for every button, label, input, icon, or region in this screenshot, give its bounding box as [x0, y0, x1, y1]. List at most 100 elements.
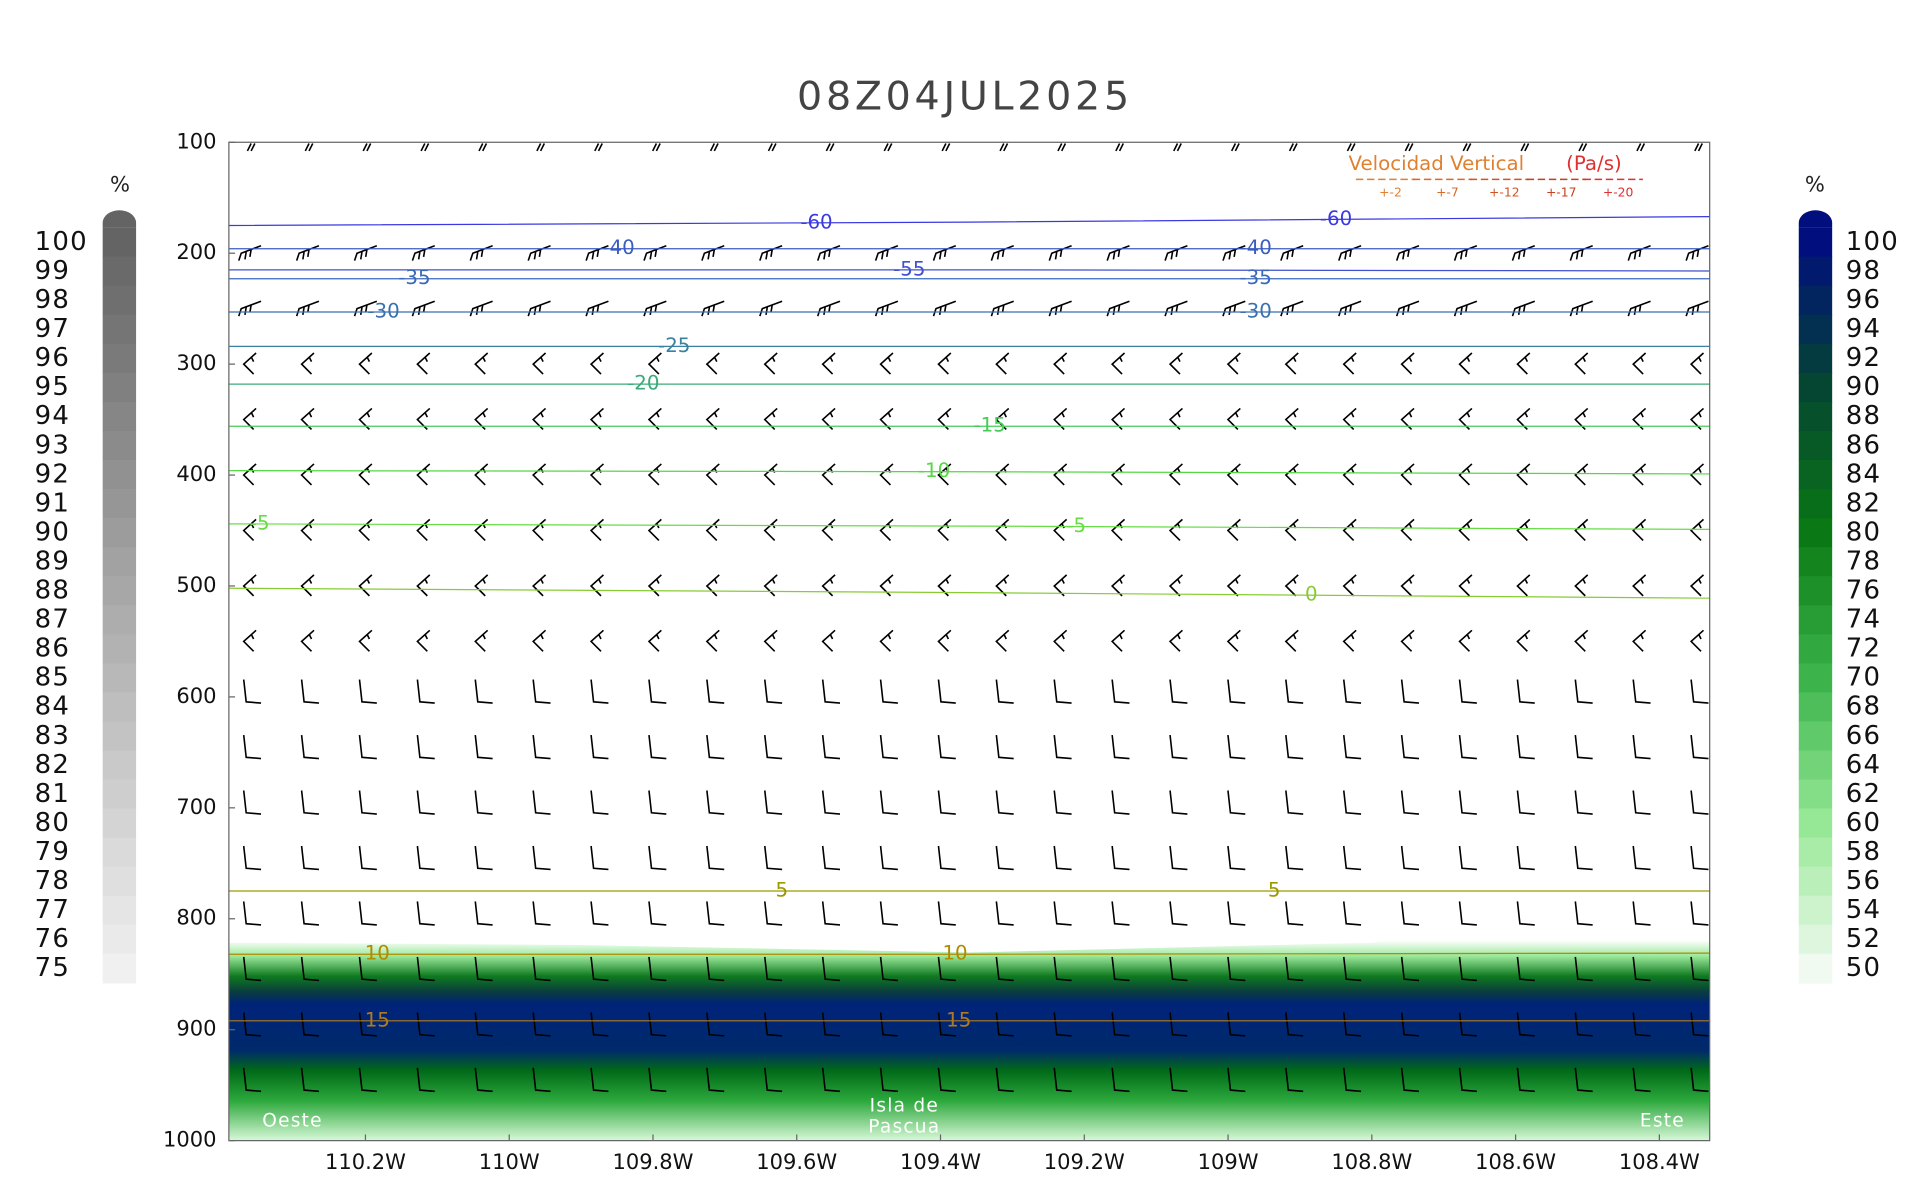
wind-barb: [705, 352, 720, 375]
colorbar-segment: [102, 692, 137, 723]
colorbar-segment: [102, 343, 137, 374]
wind-barb: [1053, 352, 1068, 375]
colorbar-segment: [1798, 256, 1833, 287]
colorbar-label: 91: [35, 488, 71, 518]
x-tick-label: 109.8W: [613, 1149, 694, 1174]
wind-barb: [416, 734, 435, 760]
wind-barb: [1400, 1067, 1420, 1093]
wind-barb: [821, 1012, 841, 1037]
wind-barb: [995, 901, 1014, 926]
wind-barb: [474, 518, 489, 541]
wind-barb: [879, 1012, 898, 1037]
contour-label: -20: [627, 372, 659, 395]
colorbar-label: 96: [35, 343, 71, 373]
wind-barb: [1285, 901, 1304, 926]
wind-barb: [1632, 734, 1651, 760]
wind-barb: [358, 1012, 377, 1037]
wind-barb: [353, 245, 378, 261]
wind-barb: [995, 463, 1010, 486]
wind-barb: [532, 734, 551, 760]
contour-label: -55: [893, 257, 925, 280]
wind-barb: [1169, 734, 1188, 760]
wind-barb: [1400, 352, 1415, 375]
wind-barb: [1400, 679, 1420, 704]
wind-barb: [300, 679, 319, 704]
wind-barb: [643, 245, 667, 261]
wind-barb: [590, 734, 609, 760]
colorbar-segment: [1798, 924, 1833, 955]
wind-barb: [1689, 629, 1705, 652]
wind-barb: [527, 300, 551, 317]
contour-label: -60: [800, 210, 832, 233]
wind-barb: [242, 352, 257, 375]
contour-line: [228, 215, 1710, 227]
wind-barb: [874, 300, 899, 317]
wind-barb: [821, 901, 841, 926]
wind-barb: [1453, 300, 1478, 317]
colorbar-label: 79: [35, 837, 71, 867]
colorbar-segment: [1798, 460, 1833, 490]
plot-frame: [228, 141, 1711, 1142]
wind-barb: [469, 245, 493, 261]
wind-barb: [1106, 300, 1130, 317]
colorbar-segment: [1798, 547, 1833, 577]
colorbar-segment: [1798, 227, 1833, 258]
wind-barb: [1632, 629, 1647, 652]
wind-barb: [416, 1012, 435, 1037]
colorbar-segment: [1798, 808, 1833, 839]
wind-barb: [1169, 1012, 1188, 1037]
wind-barb: [1053, 629, 1068, 652]
wind-barb: [1227, 1067, 1246, 1093]
wind-barb: [1458, 679, 1477, 704]
wind-barb: [1400, 901, 1420, 926]
wind-barb: [647, 574, 662, 597]
wind-barb: [937, 845, 956, 871]
wind-barb: [295, 300, 320, 317]
wind-barb: [238, 300, 262, 317]
wind-barb: [411, 245, 436, 261]
wind-barb: [358, 679, 377, 704]
wind-barb: [1053, 956, 1072, 982]
wind-barb: [420, 143, 430, 152]
wind-barb: [995, 629, 1010, 652]
colorbar-label: 90: [35, 517, 71, 547]
colorbar-label: 74: [1846, 605, 1882, 635]
wind-barb: [990, 300, 1014, 317]
colorbar-segment: [102, 547, 137, 577]
colorbar-label: 100: [35, 227, 88, 257]
wind-barb: [1632, 790, 1651, 815]
wind-barb: [416, 679, 435, 704]
wind-barb: [647, 518, 662, 541]
colorbar-segment: [102, 779, 137, 810]
colorbar-segment: [102, 605, 137, 635]
colorbar-label: 66: [1846, 721, 1882, 751]
wind-barb: [1516, 956, 1535, 982]
colorbar-segment: [102, 924, 137, 955]
wind-barb: [1284, 629, 1299, 652]
y-tick-label: 500: [176, 572, 216, 597]
colorbar-segment: [1798, 401, 1833, 432]
wind-barb: [706, 956, 725, 982]
wind-barb: [1400, 518, 1415, 541]
wind-barb: [821, 790, 841, 815]
y-tick-label: 100: [176, 128, 216, 153]
wind-barb: [358, 1067, 377, 1093]
wind-barb: [358, 734, 377, 760]
colorbar-label: 58: [1846, 837, 1882, 867]
colorbar-label: 85: [35, 663, 71, 693]
wind-barb: [995, 679, 1014, 704]
wind-barb: [1627, 300, 1651, 317]
wind-barb: [474, 352, 489, 375]
wind-barb: [1400, 463, 1415, 486]
wind-barb: [1516, 463, 1531, 486]
contour-label: -60: [1320, 207, 1352, 230]
wind-barb: [937, 790, 956, 815]
wind-barb: [1111, 790, 1130, 815]
colorbar-label: 68: [1846, 692, 1882, 722]
wind-barb: [763, 845, 783, 871]
wind-barb: [478, 143, 488, 152]
colorbar-segment: [102, 460, 137, 490]
wind-barb: [759, 300, 783, 317]
wind-barb: [1230, 143, 1240, 152]
colorbar-cap: [1798, 210, 1833, 228]
